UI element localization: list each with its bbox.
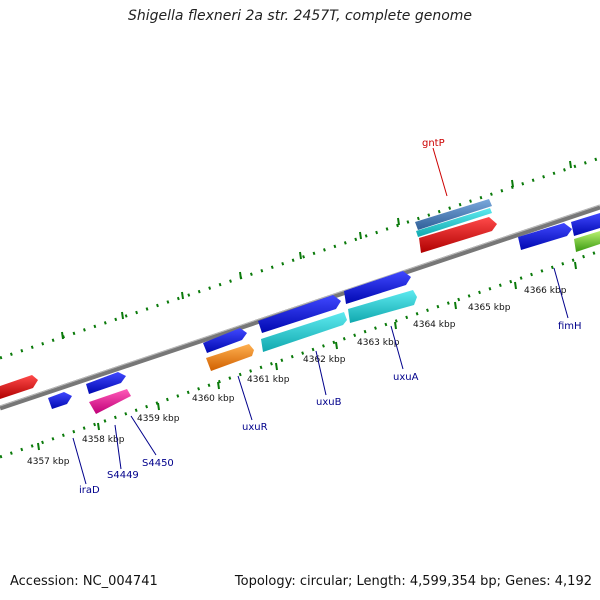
leader-lines: [72, 147, 569, 485]
kbp-label: 4358 kbp: [82, 435, 125, 445]
kbp-label: 4359 kbp: [137, 414, 180, 424]
kbp-label: 4360 kbp: [192, 394, 235, 404]
inner-tick-track: [0, 249, 600, 459]
gene-label-gntP[interactable]: gntP: [422, 138, 445, 149]
gene-green-right-edge[interactable]: [574, 231, 600, 252]
gene-red-arrow-left-edge[interactable]: [0, 375, 38, 399]
gene-label-uxuR[interactable]: uxuR: [242, 422, 268, 433]
genome-summary-text: Topology: circular; Length: 4,599,354 bp…: [234, 574, 592, 589]
gene-label-uxuB[interactable]: uxuB: [316, 397, 342, 408]
gene-cyan-uxuB[interactable]: [261, 312, 347, 352]
gene-blue-right-edge[interactable]: [571, 213, 600, 236]
gene-cyan-gntP[interactable]: [416, 208, 492, 237]
kbp-label: 4365 kbp: [468, 303, 511, 313]
gene-label-S4450[interactable]: S4450: [142, 458, 174, 469]
genome-backbone-highlight: [0, 204, 600, 407]
kbp-label: 4366 kbp: [524, 286, 567, 296]
gene-orange-uxuR[interactable]: [206, 344, 254, 371]
kbp-label: 4357 kbp: [27, 457, 70, 467]
gene-blue-s4449[interactable]: [86, 372, 126, 394]
kbp-label: 4364 kbp: [413, 320, 456, 330]
gene-blue-uxuB[interactable]: [258, 295, 341, 333]
outer-major-ticks: [61, 160, 572, 340]
kbp-label: 4362 kbp: [303, 355, 346, 365]
gene-red-gntP[interactable]: [419, 217, 497, 253]
gene-steel-gntP[interactable]: [415, 199, 492, 230]
accession-text: Accession: NC_004741: [10, 574, 158, 589]
gene-label-uxuA[interactable]: uxuA: [393, 372, 419, 383]
gene-label-fimH[interactable]: fimH: [558, 321, 582, 332]
gene-label-iraD[interactable]: iraD: [79, 485, 100, 496]
kbp-label: 4361 kbp: [247, 375, 290, 385]
gene-blue-fimH[interactable]: [518, 223, 572, 250]
gene-label-S4449[interactable]: S4449: [107, 470, 139, 481]
major-ticks: [37, 261, 577, 451]
gene-magenta-s4450[interactable]: [89, 389, 131, 414]
gene-blue-uxuR-upper[interactable]: [203, 328, 247, 353]
map-title: Shigella flexneri 2a str. 2457T, complet…: [127, 8, 473, 24]
gene-cyan-uxuA[interactable]: [348, 290, 417, 323]
gene-blue-iraD-area[interactable]: [48, 392, 72, 409]
gene-blue-uxuA[interactable]: [344, 271, 411, 304]
kbp-label: 4363 kbp: [357, 338, 400, 348]
